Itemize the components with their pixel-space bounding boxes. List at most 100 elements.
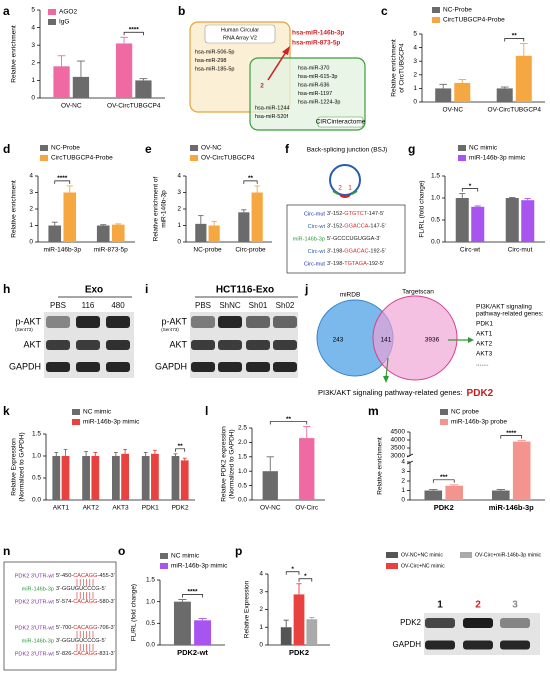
- sequence: 3'-GGUGUCCCG-5': [56, 586, 106, 592]
- y-tick-label: 1: [413, 85, 417, 92]
- sites-box: [3, 561, 117, 671]
- y-tick-label: 2: [401, 478, 405, 485]
- y-tick-label: 5: [413, 31, 417, 38]
- sequence-part: CACAGG: [73, 651, 97, 657]
- y-tick-label: 3: [259, 588, 263, 595]
- panel-letter: f: [285, 142, 290, 156]
- bar: [306, 619, 318, 645]
- significance-label: *: [304, 573, 307, 580]
- significance-bracket: [182, 594, 203, 598]
- sequence: 3'-152-GGACCA-147-5': [327, 224, 386, 230]
- blot-band: [463, 618, 493, 628]
- axis-break: [406, 453, 414, 458]
- significance-bracket: [269, 421, 308, 425]
- y-tick-label: 2: [29, 206, 33, 213]
- significance-bracket: [243, 180, 258, 184]
- sequence-part: CACAGG: [73, 625, 97, 631]
- y-tick-label: 0.5: [32, 475, 41, 482]
- bar: [194, 620, 212, 645]
- set-label: Targetscan: [402, 289, 434, 296]
- x-tick-label: miR-873-5p: [94, 247, 128, 254]
- blot-band: [500, 618, 530, 628]
- arrow-head: [383, 376, 389, 383]
- sequence-part: 5'-574-: [56, 599, 73, 605]
- significance-label: ****: [506, 430, 517, 437]
- sequence-part: -580-3': [98, 599, 115, 605]
- y-tick-label: 1: [29, 222, 33, 229]
- mirna: hsa-miR-370: [298, 65, 329, 71]
- y-tick-label: 1.0: [431, 195, 440, 202]
- y-tick-label: 1: [259, 624, 263, 631]
- blot-band: [46, 316, 70, 328]
- y-tick-label: 3: [413, 58, 417, 65]
- gene: .......: [476, 361, 489, 368]
- y-axis-label: Relative Expression: [11, 438, 18, 496]
- significance-label: **: [512, 33, 518, 40]
- sequence-part: GTGTCT: [344, 211, 368, 217]
- x-tick-label: Circ-wt: [460, 247, 480, 254]
- blot-band: [191, 340, 215, 350]
- y-tick-label: 3: [177, 189, 181, 196]
- row-sublabel: (Ser473): [161, 327, 179, 332]
- footer: PI3K/AKT signaling pathway-related genes…: [318, 388, 494, 399]
- legend-label: NC probe: [451, 409, 479, 416]
- bar: [135, 80, 152, 98]
- arrow-head: [282, 46, 290, 55]
- x-tick-label: miR-146b-3p: [43, 247, 81, 254]
- legend-swatch: [190, 155, 198, 161]
- y-tick-label: 4: [29, 173, 33, 180]
- y-axis-label: Relative enrichment: [377, 437, 384, 495]
- y-tick-label: 4: [259, 571, 263, 578]
- sequence-label: PDK2 3'UTR-wt: [15, 651, 55, 657]
- set-circle: [372, 295, 458, 381]
- x-tick-label: PDK2-wt: [177, 648, 208, 657]
- legend-label: NC-Probe: [51, 145, 80, 152]
- bar: [435, 88, 452, 102]
- significance-label: **: [248, 175, 254, 182]
- significance-bracket: [461, 188, 479, 192]
- x-tick-label: OV-CircTUBGCP4: [107, 103, 161, 110]
- x-tick-label: miR-146b-3p: [489, 503, 534, 512]
- bar: [171, 456, 180, 500]
- bar: [496, 88, 513, 102]
- legend-label: OV-CircTUBGCP4: [201, 155, 255, 162]
- bar: [63, 192, 77, 242]
- y-tick-label: 1: [177, 222, 181, 229]
- panel-letter: o: [118, 544, 125, 558]
- sequence: 5'-700-CACAGG-706-3': [56, 625, 115, 631]
- legend-label: OV-NC: [201, 145, 222, 152]
- sequence: 5'-GCCCUGUGGA-3': [327, 236, 380, 242]
- overlap-count: 2: [260, 83, 264, 90]
- set-title: Human Circular: [221, 27, 259, 33]
- y-tick-label: 0: [413, 99, 417, 106]
- significance-bracket: [504, 38, 525, 42]
- sequence-part: CACAGG: [73, 573, 97, 579]
- legend-label: NC-Probe: [443, 7, 472, 14]
- bar: [48, 225, 62, 242]
- y-axis-label: FL/RL (fold change): [419, 180, 426, 237]
- y-axis-label: FL/RL (fold change): [131, 584, 138, 641]
- lane-label: 116: [82, 301, 95, 310]
- hit-mirna: hsa-miR-873-5p: [292, 40, 340, 47]
- row-label: p-AKT: [15, 316, 41, 326]
- blot-band: [273, 340, 297, 350]
- blot-band: [191, 362, 215, 372]
- y-tick-label: 1.5: [431, 173, 440, 180]
- y-axis-label: (Normalized to GAPDH): [229, 429, 236, 498]
- y-tick-label: 1.5: [238, 454, 247, 461]
- significance-label: **: [286, 416, 292, 423]
- sequence-part: GGACCA: [344, 224, 369, 230]
- footer-gene: PDK2: [467, 388, 494, 399]
- legend-swatch: [386, 563, 398, 569]
- panel-letter: i: [145, 282, 148, 296]
- panel-letter: m: [368, 404, 379, 418]
- lane-label: ShNC: [219, 301, 241, 310]
- set-count: 243: [333, 337, 344, 344]
- y-tick-label: 1: [401, 487, 405, 494]
- row-label: GAPDH: [155, 361, 187, 371]
- legend-label: CircTUBGCP4-Probe: [443, 17, 505, 24]
- legend-swatch: [440, 419, 448, 425]
- legend-swatch: [72, 409, 80, 415]
- significance-bracket: [500, 435, 523, 439]
- bar: [53, 66, 70, 98]
